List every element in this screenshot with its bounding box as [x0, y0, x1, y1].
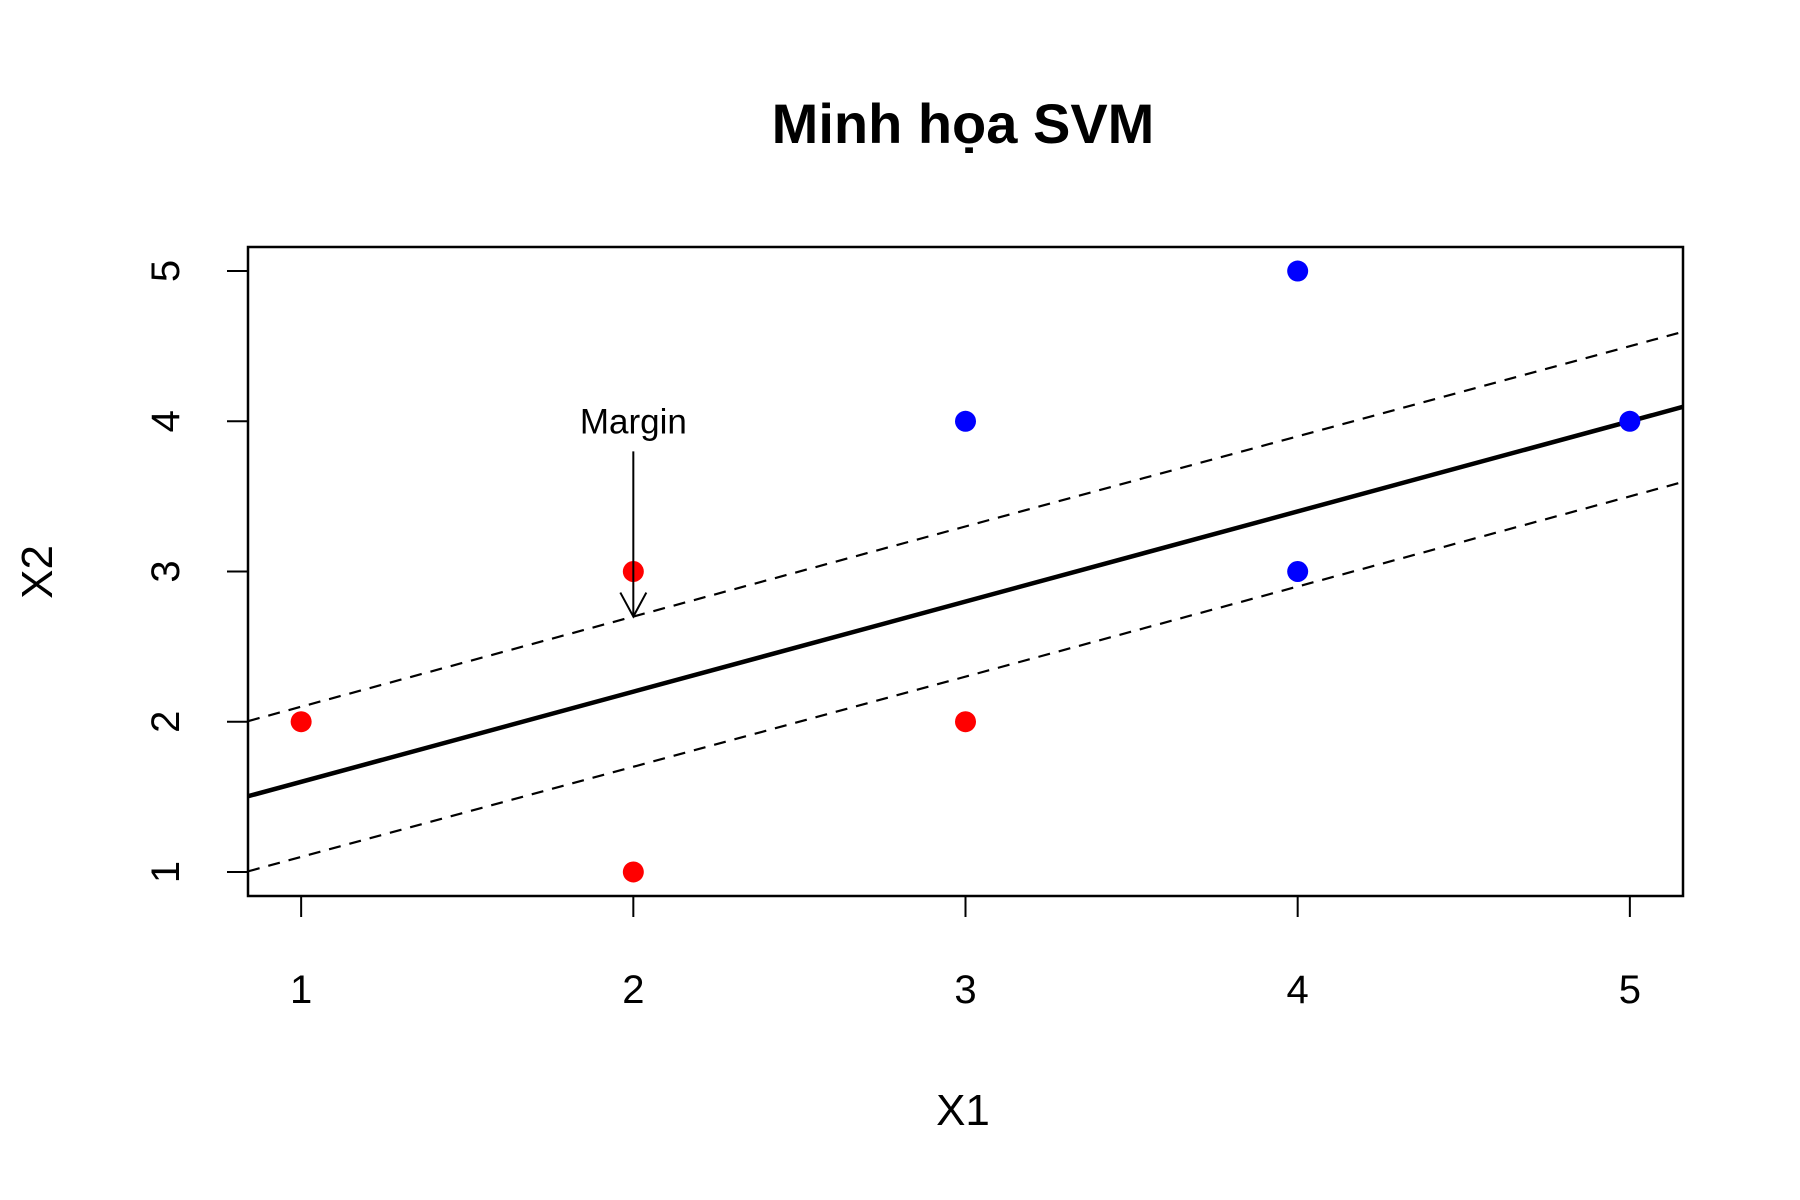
data-points	[290, 260, 1641, 883]
y-axis: 1 2 3 4 5	[144, 260, 249, 883]
y-tick-label: 4	[144, 410, 188, 432]
margin-label: Margin	[580, 402, 687, 441]
chart-title: Minh họa SVM	[772, 92, 1155, 155]
y-tick-label: 1	[144, 861, 188, 883]
x-tick-label: 1	[290, 968, 312, 1012]
x-axis: 1 2 3 4 5	[290, 895, 1641, 1012]
y-tick-label: 2	[144, 711, 188, 733]
margin-line	[248, 330, 1683, 723]
margin-line	[248, 480, 1683, 873]
data-point	[1619, 410, 1641, 432]
x-tick-label: 4	[1287, 968, 1309, 1012]
x-tick-label: 5	[1619, 968, 1641, 1012]
margin-arrow-head	[619, 592, 648, 619]
data-point	[955, 711, 976, 733]
x-axis-label: X1	[936, 1086, 990, 1135]
hyperplane-line	[248, 404, 1683, 799]
data-point	[955, 410, 976, 432]
data-point	[622, 861, 644, 883]
y-tick-label: 5	[144, 260, 188, 282]
x-tick-label: 3	[954, 968, 976, 1012]
x-tick-label: 2	[622, 968, 644, 1012]
decision-lines	[248, 330, 1683, 873]
y-tick-label: 3	[144, 560, 188, 582]
data-point	[1287, 260, 1309, 282]
data-point	[290, 711, 312, 733]
annotations: Margin	[580, 402, 687, 619]
data-point	[1287, 561, 1309, 582]
y-axis-label: X2	[13, 545, 62, 599]
plot-frame	[246, 245, 1685, 898]
